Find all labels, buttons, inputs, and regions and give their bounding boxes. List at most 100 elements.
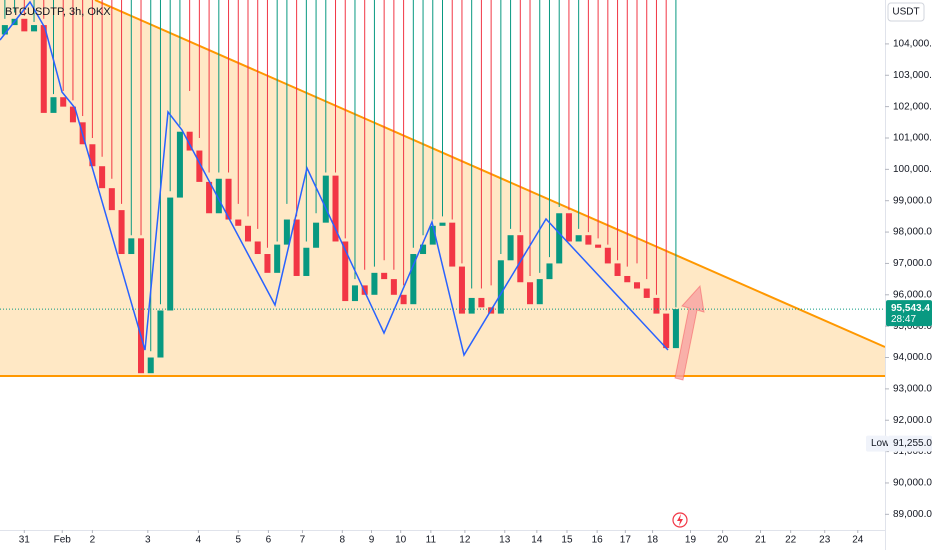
currency-label: USDT: [892, 7, 919, 18]
candle-body: [420, 244, 427, 255]
candle-body: [595, 244, 602, 248]
candle-body: [322, 175, 329, 223]
candle-body: [614, 263, 621, 276]
candle-body: [546, 263, 553, 280]
candle-body: [478, 297, 485, 308]
x-tick-label: 11: [426, 535, 437, 546]
candle-body: [585, 235, 592, 245]
candle-body: [575, 235, 582, 242]
candle-body: [186, 131, 193, 151]
y-tick-label: 102,000.0: [893, 101, 932, 112]
x-tick-label: 4: [196, 535, 202, 546]
x-tick-label: 8: [340, 535, 346, 546]
candle-body: [235, 219, 242, 226]
x-tick-label: 24: [852, 535, 864, 546]
candle-body: [633, 282, 641, 289]
x-tick-label: 10: [395, 535, 407, 546]
x-tick-label: 5: [235, 535, 241, 546]
x-tick-label: 6: [266, 535, 272, 546]
candle-body: [507, 235, 514, 261]
candle-body: [89, 144, 96, 167]
currency-box[interactable]: [887, 2, 925, 22]
candle-body: [31, 25, 38, 32]
x-tick-label: 13: [499, 535, 511, 546]
candle-body: [99, 166, 106, 189]
candle-body: [167, 197, 174, 311]
candle-body: [556, 213, 563, 264]
y-tick-label: 91,000.0: [893, 446, 932, 457]
x-tick-label: 9: [369, 535, 375, 546]
candle-body: [118, 210, 125, 255]
candle-body: [497, 260, 504, 314]
x-tick-label: 31: [19, 535, 31, 546]
candle-body: [458, 266, 465, 314]
candle-body: [643, 288, 650, 298]
low-label-box: [866, 435, 888, 452]
candle-body: [147, 357, 154, 374]
low-value-box: [888, 435, 932, 452]
candle-body: [536, 279, 543, 305]
candle-body: [128, 238, 135, 255]
candle-body: [138, 238, 145, 374]
candle-body: [663, 313, 670, 349]
candle-body: [206, 181, 213, 214]
candle-body: [108, 188, 115, 211]
candle-body: [400, 294, 407, 305]
x-tick-label: 17: [620, 535, 632, 546]
x-tick-label: 7: [300, 535, 306, 546]
y-tick-label: 97,000.0: [893, 258, 932, 269]
candle-body: [215, 178, 222, 214]
x-tick-label: 12: [459, 535, 471, 546]
candle-body: [60, 97, 67, 107]
candle-body: [50, 97, 57, 113]
candle-body: [468, 297, 475, 314]
x-tick-label: Feb: [54, 535, 72, 546]
y-tick-label: 101,000.0: [893, 133, 932, 144]
x-tick-label: 15: [561, 535, 573, 546]
x-tick-label: 18: [647, 535, 659, 546]
last-price-box: [886, 300, 932, 327]
y-tick-label: 95,000.0: [893, 321, 932, 332]
y-tick-label: 96,000.0: [893, 289, 932, 300]
lightning-icon[interactable]: [672, 512, 688, 528]
y-tick-label: 100,000.0: [893, 164, 932, 175]
candle-body: [176, 131, 183, 198]
y-tick-label: 93,000.0: [893, 384, 932, 395]
y-tick-label: 89,000.0: [893, 509, 932, 520]
y-tick-label: 98,000.0: [893, 227, 932, 238]
candle-body: [672, 309, 679, 349]
y-tick-label: 94,000.0: [893, 352, 932, 363]
y-tick-label: 90,000.0: [893, 478, 932, 489]
x-tick-label: 23: [819, 535, 831, 546]
x-tick-label: 14: [531, 535, 543, 546]
y-tick-label: 92,000.0: [893, 415, 932, 426]
x-tick-label: 16: [592, 535, 604, 546]
x-tick-label: 20: [717, 535, 729, 546]
y-tick-label: 103,000.0: [893, 70, 932, 81]
candle-body: [283, 219, 290, 245]
candle-body: [439, 222, 446, 226]
candle-body: [371, 272, 378, 295]
last-price-label: 95,543.4: [891, 303, 930, 314]
candle-body: [429, 225, 436, 245]
low-value-label: 91,255.0: [893, 438, 932, 449]
candle-body: [40, 25, 47, 113]
candle-body: [244, 225, 252, 242]
y-tick-label: 104,000.0: [893, 39, 932, 50]
candle-body: [565, 213, 572, 242]
chart-title: BTCUSDTP, 3h, OKX: [5, 6, 111, 18]
candle-body: [527, 282, 534, 305]
countdown-label: 28:47: [891, 314, 916, 325]
candle-body: [313, 222, 320, 248]
candle-body: [196, 150, 203, 182]
candle-body: [342, 241, 349, 302]
candle-body: [225, 178, 232, 220]
triangle-upper-line: [94, 0, 886, 348]
candle-body: [264, 254, 271, 273]
y-tick-label: 99,000.0: [893, 195, 932, 206]
candle-body: [653, 297, 660, 314]
x-tick-label: 21: [755, 535, 767, 546]
candle-body: [449, 222, 456, 267]
candle-body: [303, 247, 310, 276]
